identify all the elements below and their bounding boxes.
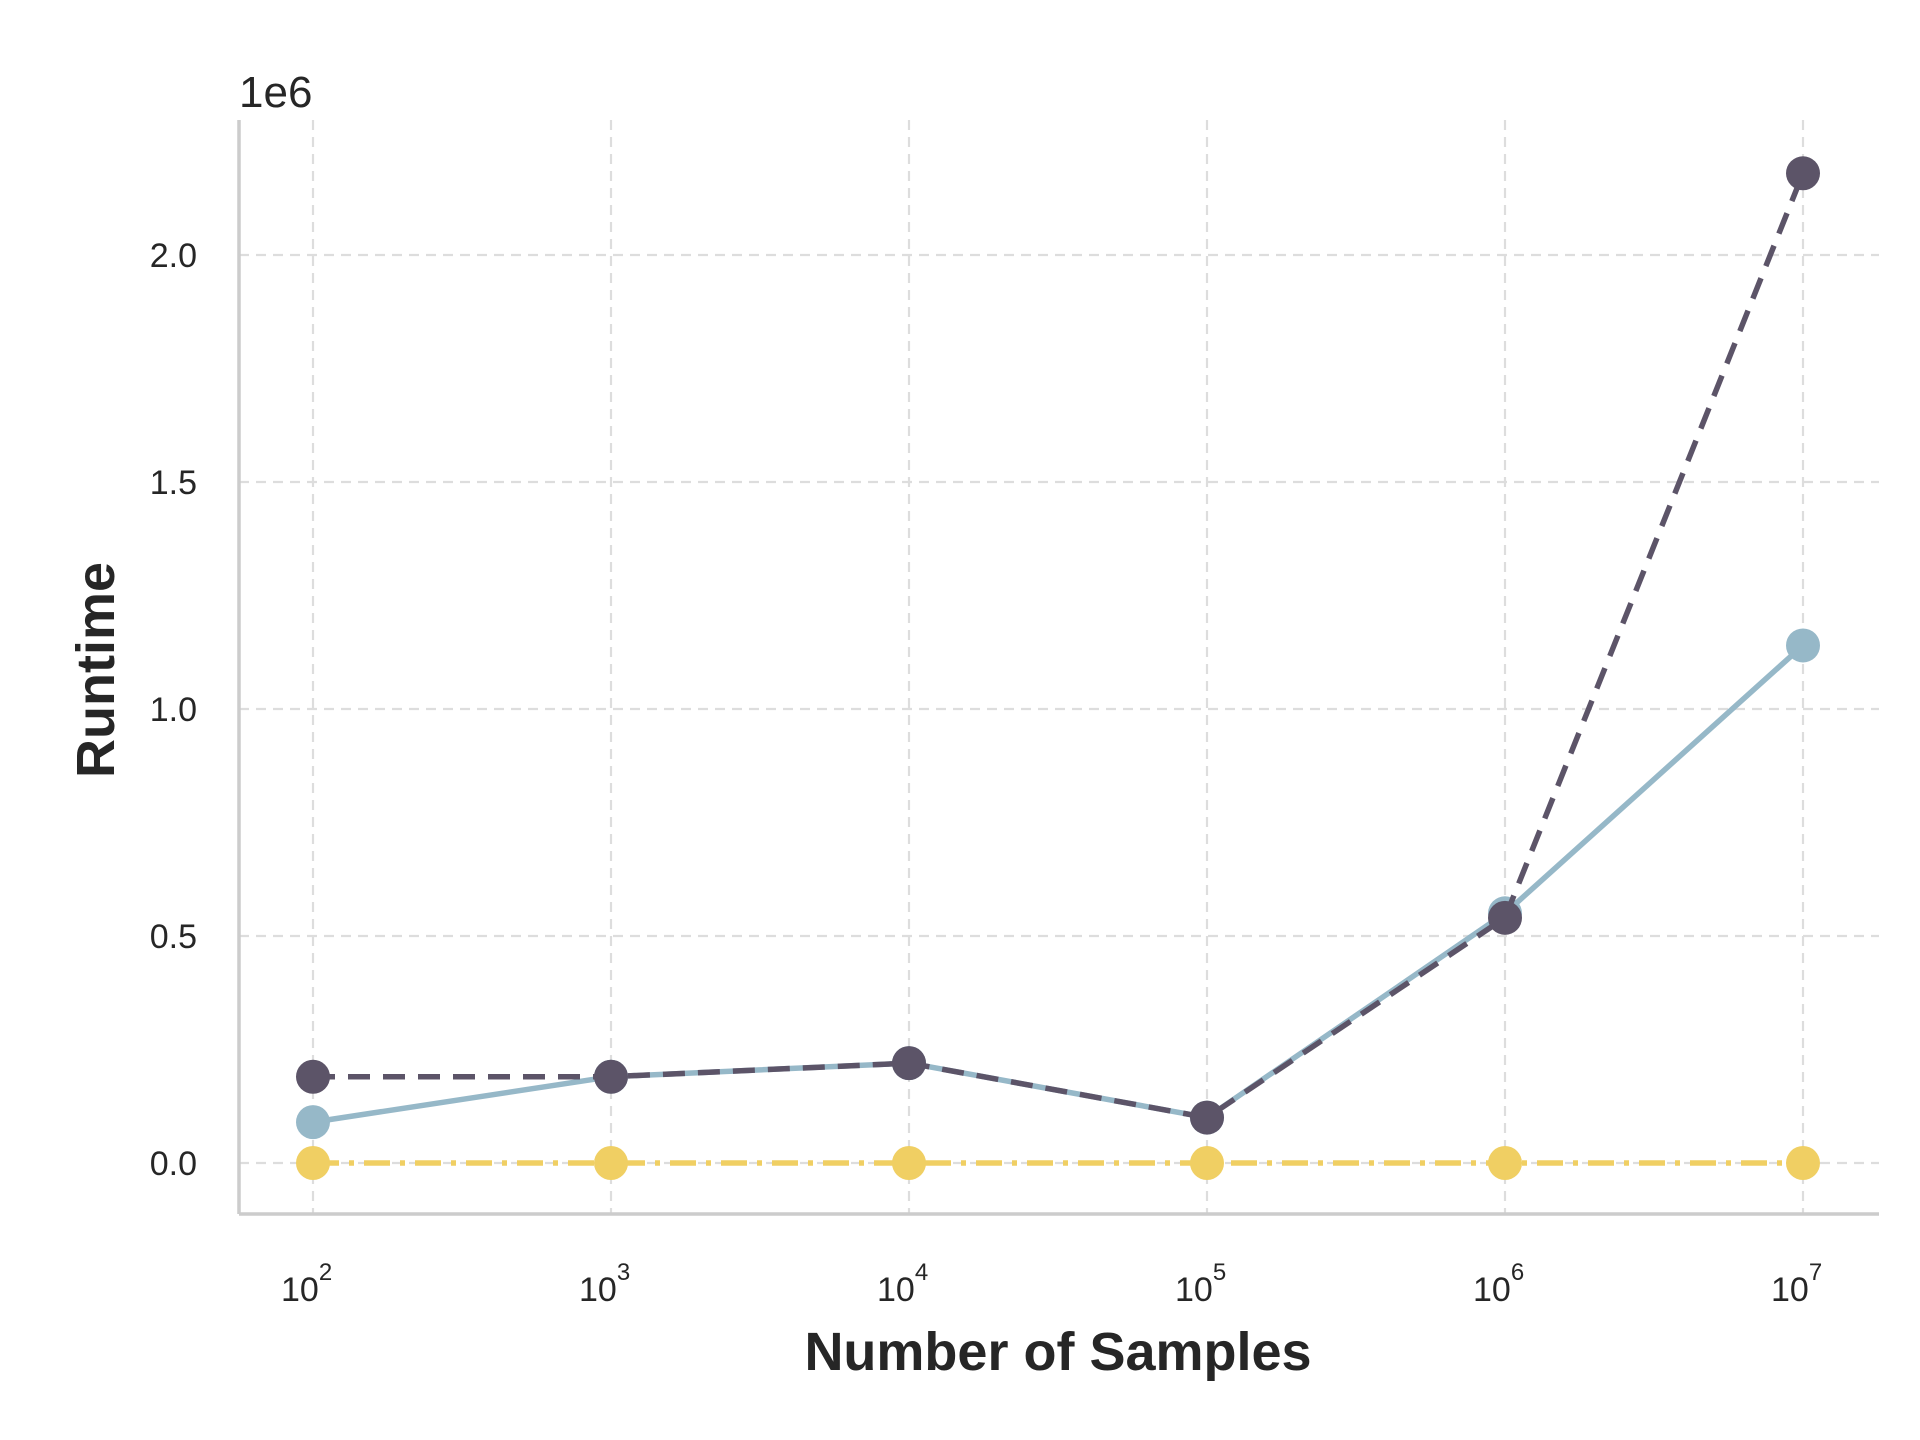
- y-tick-label: 0.5: [150, 918, 197, 956]
- y-tick-label: 2.0: [150, 237, 197, 275]
- data-point: [892, 1146, 926, 1180]
- series-3: [296, 1146, 1820, 1180]
- series-line: [313, 172, 1806, 1121]
- axes-spines: [237, 120, 1879, 1216]
- data-point: [1488, 900, 1522, 935]
- data-point: [594, 1146, 628, 1180]
- data-point: [296, 1146, 330, 1180]
- x-tick-label: 104: [877, 1259, 928, 1309]
- series-layer: [296, 156, 1820, 1180]
- y-tick-label: 0.0: [150, 1145, 197, 1183]
- data-point: [1190, 1146, 1224, 1180]
- series-line: [312, 643, 1805, 1125]
- x-tick-label: 103: [579, 1259, 630, 1309]
- x-axis-title: Number of Samples: [804, 1322, 1311, 1382]
- data-point: [296, 1105, 330, 1140]
- y-tick-labels: 0.0 0.5 1.0 1.5 2.0: [150, 237, 197, 1183]
- data-point: [1786, 156, 1820, 191]
- y-offset-label: 1e6: [239, 68, 312, 117]
- data-point: [296, 1059, 330, 1094]
- data-point: [1488, 1146, 1522, 1180]
- data-point: [892, 1046, 926, 1081]
- y-tick-label: 1.0: [150, 691, 197, 729]
- x-tick-label: 106: [1473, 1259, 1524, 1309]
- data-point: [594, 1059, 628, 1094]
- x-tick-label: 102: [281, 1259, 332, 1309]
- data-point: [1786, 628, 1820, 663]
- y-tick-label: 1.5: [150, 464, 197, 502]
- x-tick-label: 107: [1771, 1259, 1822, 1309]
- y-axis-title: Runtime: [66, 562, 126, 778]
- x-tick-labels: 102 103 104 105 106 107: [281, 1259, 1822, 1309]
- data-point: [1786, 1146, 1820, 1180]
- x-tick-label: 105: [1175, 1259, 1226, 1309]
- data-point: [1190, 1100, 1224, 1135]
- series-2: [296, 156, 1820, 1135]
- grid: [239, 120, 1879, 1214]
